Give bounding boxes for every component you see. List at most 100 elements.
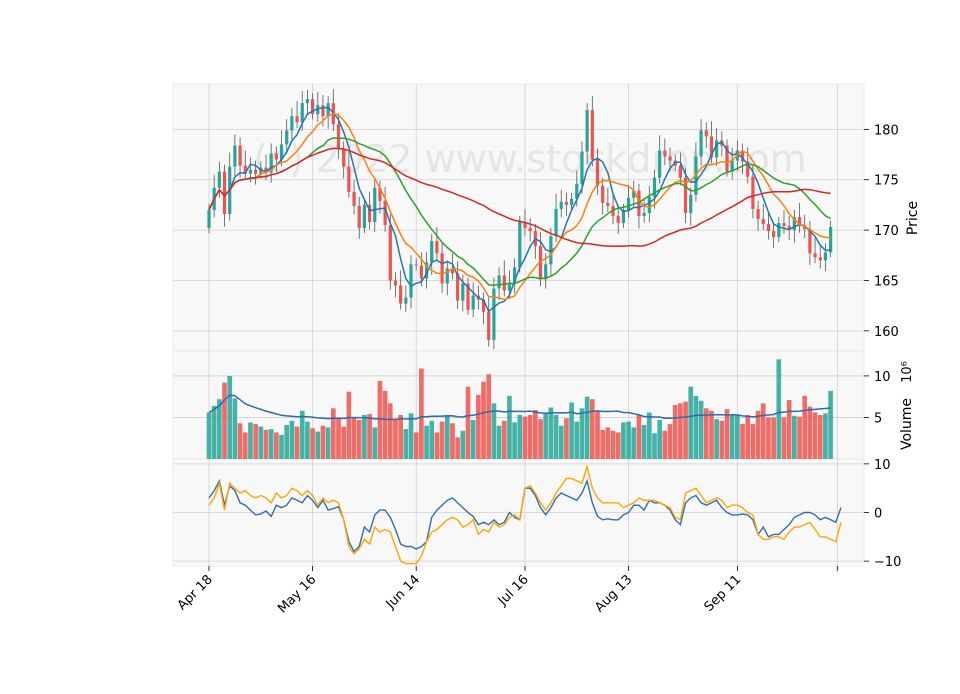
volume-bar: [626, 421, 631, 459]
volume-bar: [646, 412, 652, 459]
volume-bar: [802, 395, 808, 459]
volume-bar: [253, 424, 258, 459]
volume-bar: [465, 386, 471, 459]
candle-body: [746, 161, 750, 177]
candle-body: [792, 216, 796, 231]
volume-bar: [450, 423, 455, 459]
candle-body: [404, 297, 408, 304]
candle-body: [606, 202, 610, 206]
volume-bar: [823, 413, 828, 459]
candle-body: [269, 153, 273, 173]
candle-body: [357, 205, 361, 229]
volume-bar: [652, 433, 657, 459]
candle-body: [279, 144, 284, 160]
candle-body: [419, 265, 423, 279]
volume-bar: [512, 422, 517, 459]
candle-body: [538, 246, 543, 280]
volume-bar: [507, 395, 512, 459]
volume-bar: [227, 375, 233, 459]
volume-bar: [424, 425, 429, 459]
candle-body: [740, 150, 745, 162]
volume-bar: [755, 410, 761, 459]
moving-average-line-20: [208, 137, 831, 287]
candle-body: [823, 252, 828, 261]
volume-bar: [564, 418, 569, 459]
volume-bar: [781, 417, 787, 459]
volume-bar: [460, 430, 466, 459]
volume-bar: [222, 382, 227, 459]
volume-bar: [724, 409, 730, 459]
volume-bar: [605, 427, 611, 459]
candle-body: [621, 209, 626, 224]
volume-bar: [419, 368, 424, 459]
volume-bar: [584, 396, 590, 459]
candle-body: [238, 145, 242, 166]
candle-body: [316, 105, 320, 115]
volume-bar: [248, 422, 253, 459]
candle-body: [233, 145, 237, 167]
volume-bar: [766, 417, 771, 459]
volume-bar: [217, 399, 222, 459]
volume-bar: [211, 405, 217, 459]
volume-bar: [274, 432, 279, 459]
volume-bar: [491, 403, 497, 459]
volume-bar: [398, 414, 403, 459]
price-tick-label: 175: [874, 174, 899, 189]
candle-body: [658, 150, 662, 178]
volume-bar: [299, 410, 305, 459]
volume-bar: [760, 403, 766, 459]
candle-body: [554, 208, 558, 237]
volume-bar: [470, 419, 476, 459]
volume-bar: [382, 390, 388, 459]
volume-bar: [683, 401, 688, 459]
volume-bar: [817, 414, 823, 459]
volume-bar: [538, 419, 543, 459]
volume-bar: [729, 414, 735, 459]
candle-body: [601, 185, 605, 203]
candle-body: [285, 130, 289, 145]
oscillator-tick-label: −10: [874, 555, 901, 570]
candle-body: [580, 151, 584, 184]
volume-scale-label: 10⁶: [900, 361, 915, 383]
volume-bars: [206, 359, 833, 459]
candle-body: [383, 200, 387, 226]
candle-body: [466, 283, 470, 310]
volume-bar: [745, 414, 751, 459]
volume-bar: [237, 423, 243, 459]
candle-body: [414, 264, 418, 266]
candle-body: [399, 285, 403, 304]
volume-bar: [615, 432, 621, 459]
volume-bar: [486, 374, 492, 459]
volume-bar: [636, 414, 642, 459]
candle-body: [772, 231, 776, 238]
volume-bar: [476, 395, 481, 459]
volume-bar: [698, 400, 704, 459]
candle-body: [569, 198, 574, 205]
candle-body: [217, 171, 221, 188]
candle-body: [295, 116, 299, 123]
candle-body: [450, 268, 455, 274]
volume-bar: [543, 412, 549, 459]
x-tick-label: Aug 13: [592, 572, 635, 615]
volume-bar: [595, 410, 600, 459]
candle-body: [782, 223, 786, 227]
volume-bar: [786, 400, 792, 459]
candle-body: [393, 280, 398, 286]
candle-body: [663, 150, 667, 157]
volume-bar: [377, 380, 383, 459]
candle-body: [761, 219, 765, 225]
candle-body: [222, 171, 227, 214]
volume-bar: [828, 390, 833, 459]
volume-bar: [771, 417, 776, 459]
volume-bar: [714, 419, 719, 459]
volume-bar: [667, 424, 673, 459]
candle-body: [564, 201, 569, 205]
moving-average-line-50: [208, 147, 831, 247]
price-axis-label: Price: [905, 201, 921, 235]
candle-body: [528, 228, 532, 232]
candle-body: [352, 191, 356, 206]
volume-bar: [688, 386, 694, 459]
candle-body: [575, 183, 579, 199]
volume-bar: [263, 429, 269, 459]
